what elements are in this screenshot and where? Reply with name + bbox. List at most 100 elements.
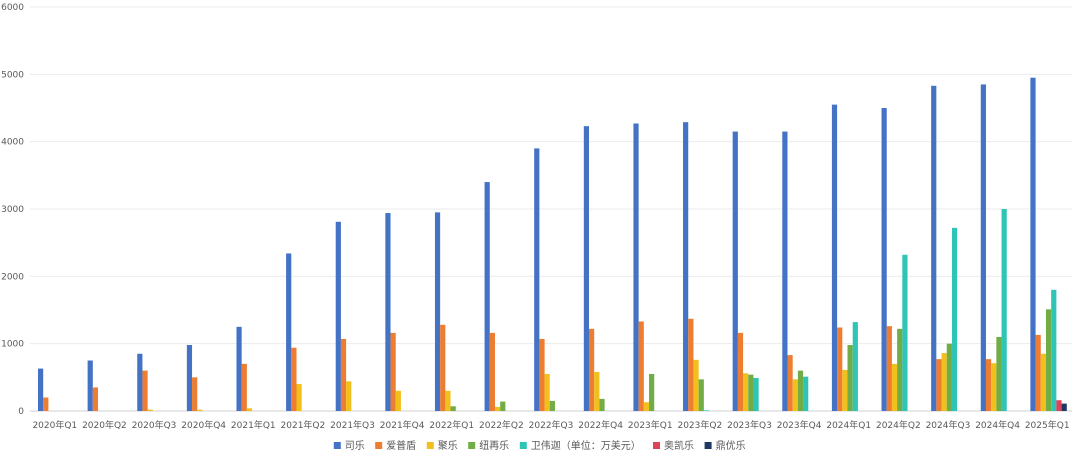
bar [688, 318, 694, 411]
bar [589, 328, 595, 411]
bar [489, 332, 495, 411]
legend-label: 鼎优乐 [716, 439, 746, 452]
bar [1051, 289, 1057, 411]
bar [980, 84, 986, 411]
bar [931, 85, 937, 411]
bar [395, 390, 401, 411]
bars [38, 77, 1067, 412]
bar [142, 370, 148, 411]
legend-label: 卫伟迦（单位：万美元） [531, 439, 641, 452]
legend-swatch [426, 442, 434, 449]
bar [340, 338, 347, 411]
bar [594, 371, 600, 411]
x-tick-label: 2023年Q4 [777, 419, 822, 431]
bar [787, 355, 793, 411]
legend-swatch [704, 442, 712, 449]
bar [1061, 403, 1067, 411]
legend-swatch [653, 442, 660, 449]
bar [38, 368, 44, 411]
bar [881, 108, 887, 411]
bar [87, 360, 93, 411]
x-tick-label: 2021年Q3 [330, 419, 375, 431]
bar [197, 409, 203, 411]
bar [390, 332, 396, 411]
x-tick-label: 2022年Q3 [529, 419, 574, 431]
bar [797, 370, 804, 411]
bar [440, 324, 446, 411]
bar [936, 359, 942, 411]
legend-swatch [333, 442, 341, 449]
bar [291, 347, 297, 411]
bar [803, 376, 809, 411]
x-tick-label: 2020年Q4 [181, 419, 226, 431]
bar [434, 212, 441, 411]
gridlines [30, 6, 1072, 412]
bar [643, 402, 650, 411]
bar [583, 126, 590, 412]
bar [886, 326, 892, 411]
bar [236, 326, 242, 411]
y-tick-label: 0 [18, 407, 24, 417]
bar [500, 401, 506, 411]
bar [737, 332, 744, 411]
bar [996, 336, 1002, 411]
bar [946, 343, 952, 411]
x-tick-label: 2020年Q2 [82, 419, 127, 431]
x-tick-label: 2024年Q4 [975, 419, 1020, 431]
legend: 司乐 爱普盾 聚乐 纽再乐 卫伟迦（单位：万美元） 奥凯乐 鼎优乐 [333, 439, 746, 452]
bar [897, 328, 903, 411]
y-tick-label: 6000 [1, 3, 24, 13]
bar [92, 387, 99, 411]
x-axis: 2020年Q1 2020年Q2 2020年Q3 2020年Q4 2021年Q1 2021年… [32, 419, 1069, 431]
y-tick-label: 1000 [1, 340, 24, 350]
bar [147, 409, 153, 411]
bar [246, 408, 253, 411]
y-tick-label: 5000 [1, 70, 24, 80]
bar [43, 397, 49, 411]
bar [192, 377, 198, 411]
bar [743, 373, 749, 411]
x-tick-label: 2022年Q1 [429, 419, 474, 431]
y-tick-label: 2000 [1, 272, 24, 282]
bar [335, 221, 341, 411]
x-tick-label: 2025年Q1 [1025, 419, 1070, 431]
x-tick-label: 2021年Q4 [380, 419, 425, 431]
bar [732, 131, 738, 412]
x-tick-label: 2022年Q2 [479, 419, 524, 431]
bar [346, 381, 352, 411]
x-tick-label: 2020年Q1 [32, 419, 77, 431]
bar [241, 363, 247, 411]
bar [445, 390, 451, 411]
legend-label: 奥凯乐 [664, 439, 694, 452]
bar [847, 345, 853, 411]
legend-label: 聚乐 [438, 440, 458, 452]
x-tick-label: 2024年Q1 [826, 419, 871, 431]
bar [782, 131, 788, 412]
bar [698, 379, 704, 411]
y-tick-label: 3000 [1, 205, 24, 215]
bar [1040, 353, 1046, 411]
bar [137, 353, 143, 411]
bar [539, 338, 545, 411]
bar [544, 373, 550, 411]
x-tick-label: 2023年Q1 [628, 419, 673, 431]
bar [831, 104, 838, 411]
bar [638, 321, 644, 411]
x-tick-label: 2023年Q2 [677, 419, 722, 431]
bar [1030, 77, 1036, 411]
bar [852, 322, 858, 411]
x-tick-label: 2024年Q2 [876, 419, 921, 431]
bar [941, 353, 947, 411]
legend-swatch [468, 442, 476, 449]
x-tick-label: 2023年Q3 [727, 419, 772, 431]
bar [951, 227, 958, 411]
bar [599, 398, 605, 411]
bar [753, 378, 759, 411]
bar [286, 253, 292, 411]
bar [1056, 400, 1062, 411]
bar [534, 148, 540, 411]
bar [683, 122, 689, 411]
bar [549, 400, 555, 411]
bar [450, 406, 456, 411]
